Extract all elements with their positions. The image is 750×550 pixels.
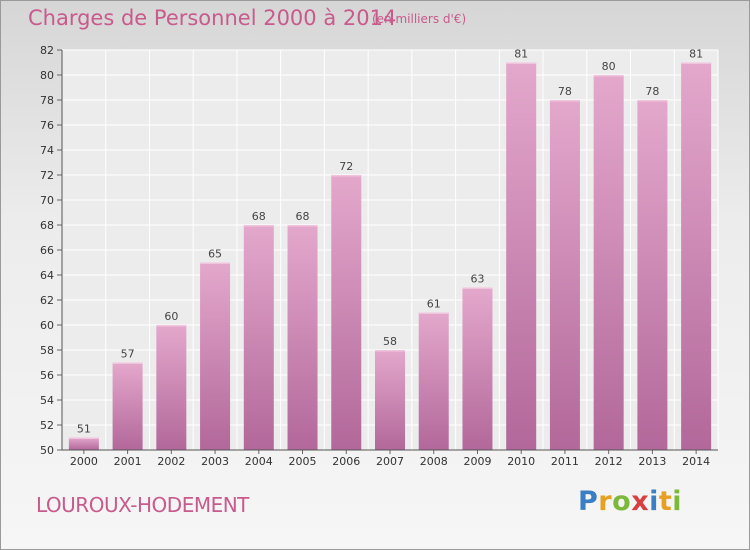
y-tick-label: 78 <box>40 94 54 107</box>
bar-value-label: 72 <box>339 160 353 173</box>
x-tick-label: 2013 <box>638 455 666 468</box>
logo-letter: o <box>612 486 632 517</box>
logo-letter: x <box>631 486 650 517</box>
bar-value-label: 51 <box>77 423 91 436</box>
bar-value-label: 68 <box>296 210 310 223</box>
bar <box>156 325 187 450</box>
y-tick-label: 62 <box>40 294 54 307</box>
y-tick-label: 54 <box>40 394 54 407</box>
logo-letter: i <box>672 486 683 517</box>
bar-top <box>593 75 624 77</box>
x-tick-label: 2008 <box>420 455 448 468</box>
y-tick-label: 58 <box>40 344 54 357</box>
bar-top <box>637 100 668 102</box>
bar-value-label: 81 <box>689 48 703 61</box>
x-tick-label: 2000 <box>70 455 98 468</box>
y-tick-label: 50 <box>40 444 54 457</box>
logo-letter: i <box>649 486 659 517</box>
bar <box>112 362 143 450</box>
bar <box>506 62 537 450</box>
bar-value-label: 68 <box>252 210 266 223</box>
bar-top <box>681 62 712 64</box>
bar <box>243 225 274 450</box>
bar <box>549 100 580 450</box>
bar-value-label: 78 <box>645 85 659 98</box>
bar-value-label: 57 <box>121 348 135 361</box>
y-tick-label: 72 <box>40 169 54 182</box>
x-tick-label: 2004 <box>245 455 273 468</box>
y-tick-label: 80 <box>40 69 54 82</box>
bar <box>287 225 318 450</box>
bar <box>637 100 668 450</box>
bar <box>200 262 231 450</box>
bar-value-label: 63 <box>470 273 484 286</box>
bar-top <box>112 362 143 364</box>
chart-title: Charges de Personnel 2000 à 2014 <box>28 6 397 30</box>
chart-unit: (en milliers d'€) <box>372 12 467 26</box>
x-tick-label: 2009 <box>463 455 491 468</box>
x-tick-label: 2002 <box>157 455 185 468</box>
logo-letter: P <box>578 486 599 517</box>
bar-value-label: 61 <box>427 298 441 311</box>
bar <box>331 175 362 450</box>
x-tick-label: 2007 <box>376 455 404 468</box>
bar-top <box>156 325 187 327</box>
bar-top <box>243 225 274 227</box>
x-tick-label: 2012 <box>595 455 623 468</box>
labels: 50 52 54 56 58 60 62 64 66 68 70 72 74 76 78 80 82 51 2000… <box>40 44 710 468</box>
proxiti-logo: Proxiti <box>578 486 682 517</box>
bar-value-label: 65 <box>208 248 222 261</box>
bar-top <box>287 225 318 227</box>
logo-letter: t <box>658 486 673 517</box>
bar <box>593 75 624 450</box>
bar <box>418 312 449 450</box>
bar-value-label: 58 <box>383 335 397 348</box>
y-tick-label: 52 <box>40 419 54 432</box>
bar <box>68 437 99 450</box>
y-tick-label: 64 <box>40 269 54 282</box>
bar-top <box>549 100 580 102</box>
bar-top <box>331 175 362 177</box>
logo-letter: r <box>598 486 613 517</box>
y-tick-label: 70 <box>40 194 54 207</box>
y-tick-label: 74 <box>40 144 54 157</box>
y-tick-label: 82 <box>40 44 54 57</box>
bar-top <box>506 62 537 64</box>
x-tick-label: 2005 <box>289 455 317 468</box>
bar-value-label: 80 <box>602 60 616 73</box>
x-tick-label: 2001 <box>114 455 142 468</box>
y-tick-label: 76 <box>40 119 54 132</box>
x-tick-label: 2003 <box>201 455 229 468</box>
x-tick-label: 2014 <box>682 455 710 468</box>
axes <box>57 49 718 454</box>
x-tick-label: 2006 <box>332 455 360 468</box>
y-tick-label: 56 <box>40 369 54 382</box>
bar-top <box>68 437 99 439</box>
bar-top <box>418 312 449 314</box>
bar <box>462 287 493 450</box>
bars <box>68 62 712 450</box>
y-tick-label: 68 <box>40 219 54 232</box>
x-tick-label: 2011 <box>551 455 579 468</box>
commune-name: LOUROUX-HODEMENT <box>36 493 249 517</box>
bar-value-label: 60 <box>164 310 178 323</box>
bar-top <box>462 287 493 289</box>
bar-top <box>200 262 231 264</box>
bar-value-label: 78 <box>558 85 572 98</box>
bar-top <box>375 350 405 352</box>
bar <box>681 62 712 450</box>
y-tick-label: 60 <box>40 319 54 332</box>
x-tick-label: 2010 <box>507 455 535 468</box>
bar <box>375 350 405 450</box>
bar-value-label: 81 <box>514 48 528 61</box>
y-tick-label: 66 <box>40 244 54 257</box>
